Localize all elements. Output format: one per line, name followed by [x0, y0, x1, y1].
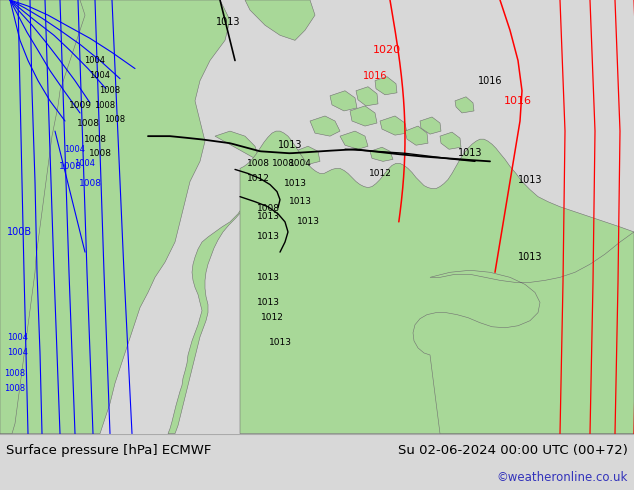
Text: 1004: 1004 — [8, 348, 29, 358]
Text: 1008: 1008 — [4, 368, 25, 378]
Text: 1008: 1008 — [79, 179, 101, 188]
Polygon shape — [295, 146, 320, 164]
Text: 1004: 1004 — [65, 145, 86, 154]
Polygon shape — [420, 117, 441, 134]
Text: 1013: 1013 — [257, 298, 280, 307]
Text: 1004: 1004 — [75, 159, 96, 168]
Text: 1013: 1013 — [257, 232, 280, 242]
Text: 1008: 1008 — [105, 115, 126, 123]
Text: Su 02-06-2024 00:00 UTC (00+72): Su 02-06-2024 00:00 UTC (00+72) — [398, 444, 628, 457]
Polygon shape — [340, 131, 368, 149]
Text: 1013: 1013 — [518, 252, 542, 262]
Text: 1008: 1008 — [89, 149, 112, 158]
Text: 1013: 1013 — [257, 273, 280, 282]
Polygon shape — [440, 132, 461, 149]
Text: 1013: 1013 — [278, 140, 302, 150]
Text: 1013: 1013 — [288, 197, 311, 206]
Text: 1008: 1008 — [84, 135, 107, 144]
Text: 1013: 1013 — [269, 339, 292, 347]
Polygon shape — [330, 91, 357, 111]
Text: 1008: 1008 — [271, 159, 295, 168]
Text: 1016: 1016 — [504, 96, 532, 106]
Text: ©weatheronline.co.uk: ©weatheronline.co.uk — [496, 471, 628, 484]
Polygon shape — [260, 151, 282, 170]
Text: 100B: 100B — [8, 227, 32, 237]
Text: 1012: 1012 — [247, 174, 269, 183]
Text: 1016: 1016 — [363, 71, 387, 81]
Text: 1004: 1004 — [8, 333, 29, 343]
Text: 1012: 1012 — [368, 169, 391, 178]
Polygon shape — [350, 106, 377, 126]
Polygon shape — [0, 0, 85, 434]
Text: 1009: 1009 — [68, 101, 91, 110]
Polygon shape — [0, 0, 230, 434]
Text: 1016: 1016 — [478, 75, 502, 86]
Text: 1008: 1008 — [77, 119, 100, 127]
Text: 1013: 1013 — [297, 218, 320, 226]
Polygon shape — [240, 131, 634, 434]
Text: 1004: 1004 — [89, 71, 110, 80]
Text: 1013: 1013 — [518, 174, 542, 185]
Text: 1008: 1008 — [247, 159, 269, 168]
Text: 1013: 1013 — [257, 212, 280, 221]
Text: 1013: 1013 — [283, 179, 306, 188]
Text: 1008: 1008 — [58, 162, 82, 171]
Polygon shape — [310, 116, 340, 136]
Text: 1013: 1013 — [216, 17, 240, 27]
Text: 1012: 1012 — [261, 313, 283, 322]
Polygon shape — [413, 232, 634, 434]
Polygon shape — [245, 0, 315, 40]
Polygon shape — [356, 87, 378, 106]
Text: 1008: 1008 — [4, 384, 25, 393]
Text: 1008: 1008 — [100, 86, 120, 95]
Text: 1013: 1013 — [458, 148, 482, 158]
Text: 1020: 1020 — [373, 46, 401, 55]
Polygon shape — [168, 131, 260, 434]
Text: 1004: 1004 — [288, 159, 311, 168]
Text: 1008: 1008 — [94, 101, 115, 110]
Polygon shape — [405, 126, 428, 145]
Polygon shape — [370, 147, 393, 161]
Polygon shape — [455, 97, 474, 113]
Polygon shape — [280, 161, 304, 179]
Polygon shape — [380, 116, 407, 135]
Text: Surface pressure [hPa] ECMWF: Surface pressure [hPa] ECMWF — [6, 444, 212, 457]
Text: 1004: 1004 — [84, 56, 105, 65]
Text: 1008: 1008 — [257, 204, 280, 213]
Polygon shape — [375, 76, 397, 95]
